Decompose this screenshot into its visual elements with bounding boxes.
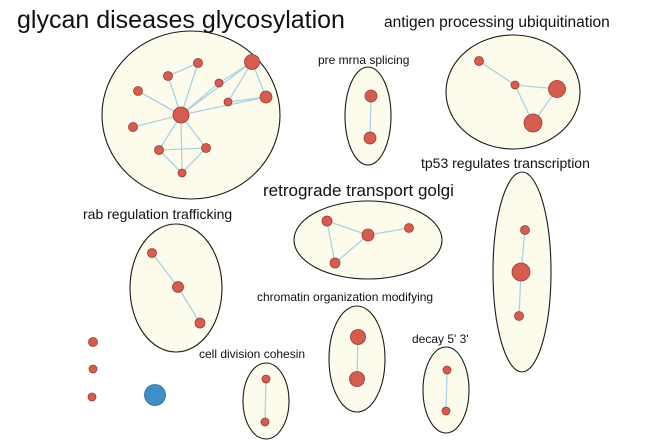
- graph-node: [172, 281, 184, 293]
- graph-edge: [180, 96, 267, 116]
- cluster-tp53: tp53 regulates transcription: [421, 155, 590, 373]
- graph-node: [350, 329, 366, 345]
- graph-edge: [158, 149, 183, 174]
- graph-edge: [180, 114, 183, 174]
- graph-node: [223, 97, 233, 107]
- graph-edge: [151, 252, 179, 288]
- cluster-label-antigen: antigen processing ubiquitination: [384, 14, 610, 31]
- singleton-node: [88, 337, 98, 347]
- cluster-label-tp53: tp53 regulates transcription: [421, 155, 590, 171]
- cluster-celldiv: cell division cohesin: [199, 347, 305, 440]
- graph-node: [510, 80, 520, 90]
- graph-node: [548, 80, 566, 98]
- graph-edge: [167, 62, 199, 77]
- graph-node: [147, 248, 157, 258]
- graph-edge: [158, 147, 207, 151]
- graph-node: [349, 371, 365, 387]
- graph-node: [261, 374, 271, 384]
- cluster-premrna: pre mrna splicing: [318, 53, 409, 166]
- graph-node: [259, 90, 273, 104]
- highlighted-node: [144, 384, 166, 406]
- cluster-label-glycan: glycan diseases glycosylation: [17, 6, 345, 34]
- singleton-node: [87, 392, 97, 402]
- graph-node: [244, 54, 260, 70]
- cluster-premrna-ellipse: [344, 66, 392, 166]
- cluster-antigen: antigen processing ubiquitination: [384, 14, 610, 150]
- graph-node: [404, 223, 414, 233]
- cluster-label-celldiv: cell division cohesin: [199, 347, 305, 361]
- graph-edge: [367, 227, 410, 236]
- cluster-glycan: glycan diseases glycosylation: [17, 6, 345, 200]
- graph-node: [523, 113, 543, 133]
- singleton-node: [88, 364, 98, 374]
- graph-edge: [334, 234, 369, 264]
- graph-node: [128, 122, 138, 132]
- graph-edge: [264, 378, 267, 423]
- singleton-nodes: [87, 337, 166, 406]
- cluster-retrograde: retrograde transport golgi: [263, 181, 454, 280]
- graph-edge: [326, 220, 336, 264]
- graph-node: [194, 317, 206, 329]
- graph-node: [201, 143, 211, 153]
- cluster-label-decay: decay 5' 3': [412, 332, 469, 346]
- graph-node: [154, 145, 164, 155]
- graph-node: [177, 168, 187, 178]
- graph-node: [441, 406, 451, 416]
- graph-edge: [180, 62, 199, 116]
- cluster-label-retrograde: retrograde transport golgi: [263, 181, 454, 200]
- cluster-chromatin: chromatin organization modifying: [257, 290, 433, 413]
- cluster-decay: decay 5' 3': [412, 332, 470, 434]
- graph-edge: [445, 369, 448, 412]
- graph-edge: [326, 220, 369, 236]
- graph-node: [193, 58, 203, 68]
- graph-node: [260, 417, 270, 427]
- graph-node: [214, 78, 224, 88]
- graph-edge: [478, 60, 516, 86]
- graph-node: [520, 225, 530, 235]
- graph-node: [442, 365, 452, 375]
- graph-edge: [181, 147, 207, 174]
- graph-node: [172, 106, 190, 124]
- cluster-label-rab: rab regulation trafficking: [83, 206, 232, 222]
- graph-node: [363, 131, 377, 145]
- cluster-label-chromatin: chromatin organization modifying: [257, 290, 433, 304]
- graph-node: [321, 215, 333, 227]
- graph-node: [163, 71, 173, 81]
- graph-node: [511, 262, 531, 282]
- graph-edge: [180, 61, 253, 116]
- graph-node: [364, 89, 378, 103]
- graph-edge: [369, 95, 372, 139]
- graph-edge: [177, 286, 201, 324]
- graph-node: [514, 311, 524, 321]
- graph-node: [361, 228, 375, 242]
- graph-node: [329, 257, 341, 269]
- cluster-rab: rab regulation trafficking: [83, 206, 232, 353]
- graph-node: [133, 86, 143, 96]
- graph-node: [474, 56, 484, 66]
- cluster-label-premrna: pre mrna splicing: [318, 53, 409, 67]
